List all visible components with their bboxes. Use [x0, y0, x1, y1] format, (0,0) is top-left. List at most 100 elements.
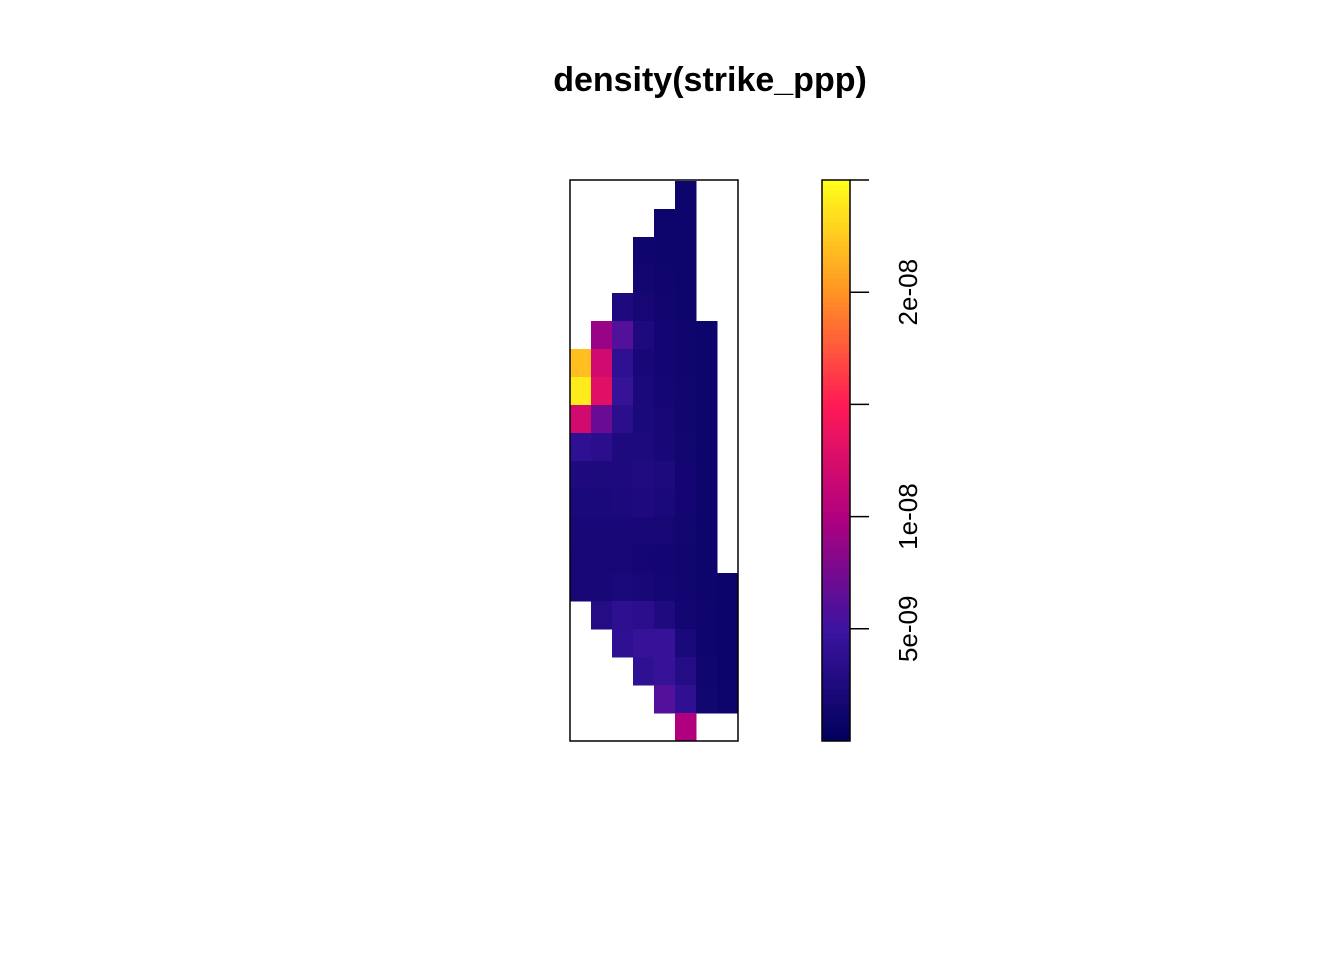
colorbar-step — [822, 367, 850, 373]
density-cell — [612, 573, 634, 602]
colorbar-step — [822, 596, 850, 602]
density-cell — [612, 461, 634, 490]
colorbar-step — [822, 600, 850, 606]
colorbar-step — [822, 390, 850, 396]
colorbar-step — [822, 525, 850, 532]
colorbar-step — [822, 497, 850, 504]
density-cell — [633, 601, 655, 630]
density-cell — [591, 377, 613, 406]
density-cell — [696, 377, 718, 406]
density-cell — [633, 405, 655, 434]
density-cell — [675, 601, 697, 630]
colorbar-step — [822, 554, 850, 560]
colorbar-step — [822, 240, 850, 246]
density-cell — [633, 657, 655, 686]
density-cell — [591, 405, 613, 434]
density-cell — [612, 405, 634, 434]
density-cell — [654, 265, 676, 294]
colorbar-step — [822, 329, 850, 335]
colorbar-step — [822, 708, 850, 714]
density-cell — [696, 405, 718, 434]
density-cell — [654, 461, 676, 490]
colorbar-step — [822, 535, 850, 541]
colorbar-step — [822, 292, 850, 298]
density-cell — [570, 349, 592, 378]
colorbar — [822, 180, 850, 742]
colorbar-step — [822, 455, 850, 461]
colorbar-step — [822, 446, 850, 452]
density-cell — [591, 321, 613, 350]
density-cell — [570, 405, 592, 434]
colorbar-step — [822, 539, 850, 546]
density-cell — [675, 293, 697, 322]
density-cell — [654, 629, 676, 658]
colorbar-step — [822, 624, 850, 630]
colorbar-step — [822, 245, 850, 251]
density-cell — [654, 517, 676, 546]
colorbar-step — [822, 287, 850, 293]
colorbar-step — [822, 684, 850, 691]
colorbar-step — [822, 670, 850, 677]
colorbar-step — [822, 717, 850, 723]
density-cell — [675, 377, 697, 406]
colorbar-step — [822, 268, 850, 274]
density-cell — [696, 517, 718, 546]
density-cell — [633, 545, 655, 574]
density-cell — [696, 629, 718, 658]
colorbar-step — [822, 521, 850, 527]
density-cell — [570, 461, 592, 490]
density-cell — [675, 265, 697, 294]
colorbar-step — [822, 357, 850, 363]
colorbar-step — [822, 610, 850, 616]
colorbar-step — [822, 236, 850, 242]
density-cell — [675, 657, 697, 686]
colorbar-step — [822, 469, 850, 476]
colorbar-step — [822, 736, 850, 742]
density-cell — [717, 601, 739, 630]
colorbar-step — [822, 652, 850, 658]
density-cell — [696, 685, 718, 714]
density-cell — [633, 377, 655, 406]
colorbar-step — [822, 698, 850, 705]
colorbar-step — [822, 572, 850, 578]
colorbar-step — [822, 694, 850, 700]
colorbar-step — [822, 712, 850, 719]
colorbar-tick-label: 5e-09 — [893, 596, 923, 663]
density-cell — [633, 433, 655, 462]
density-cell — [654, 545, 676, 574]
colorbar-step — [822, 647, 850, 653]
density-cell — [675, 489, 697, 518]
colorbar-step — [822, 343, 850, 349]
colorbar-step — [822, 427, 850, 433]
colorbar-step — [822, 273, 850, 279]
colorbar-step — [822, 315, 850, 321]
density-cell — [570, 545, 592, 574]
density-cell — [675, 209, 697, 238]
density-cell — [633, 321, 655, 350]
density-cell — [591, 461, 613, 490]
density-cell — [633, 489, 655, 518]
density-cell — [696, 349, 718, 378]
colorbar-step — [822, 278, 850, 284]
colorbar-step — [822, 404, 850, 410]
colorbar-step — [822, 586, 850, 592]
colorbar-step — [822, 628, 850, 634]
density-cell — [591, 573, 613, 602]
colorbar-step — [822, 320, 850, 326]
colorbar-step — [822, 591, 850, 597]
density-cell — [570, 377, 592, 406]
colorbar-step — [822, 306, 850, 312]
density-cell — [717, 629, 739, 658]
colorbar-step — [822, 208, 850, 214]
density-cell — [654, 209, 676, 238]
density-cell — [570, 489, 592, 518]
colorbar-step — [822, 502, 850, 508]
density-cell — [591, 545, 613, 574]
colorbar-step — [822, 184, 850, 190]
density-cell — [696, 601, 718, 630]
colorbar-step — [822, 413, 850, 419]
density-cell — [696, 321, 718, 350]
density-cell — [612, 629, 634, 658]
density-cell — [612, 601, 634, 630]
